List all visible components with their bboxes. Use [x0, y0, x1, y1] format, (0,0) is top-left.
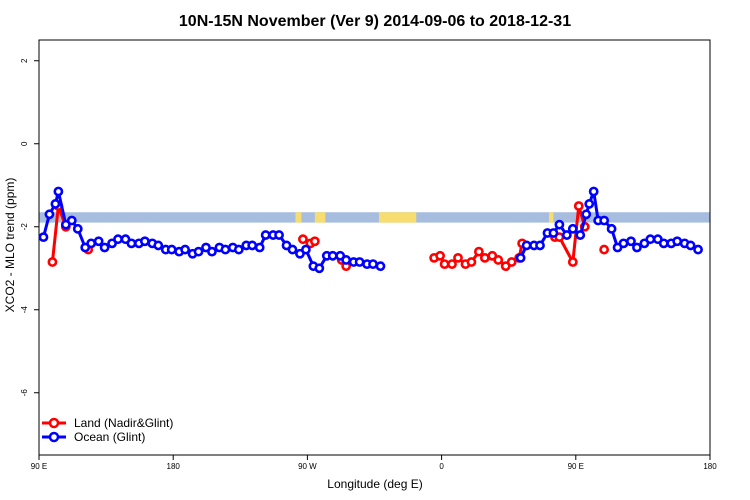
data-point — [584, 199, 595, 209]
y-axis-label: XCO2 - MLO trend (ppm) — [3, 178, 17, 313]
data-point — [126, 238, 137, 249]
data-point — [561, 230, 572, 240]
x-tick-label: 90 W — [298, 462, 317, 471]
data-point — [166, 244, 177, 255]
data-point — [72, 223, 83, 234]
data-point — [685, 240, 696, 251]
data-point — [220, 244, 231, 255]
data-point — [554, 219, 565, 230]
series-ocean — [38, 186, 703, 274]
data-point — [66, 215, 77, 226]
data-point — [86, 238, 97, 249]
data-point — [672, 236, 683, 247]
data-point — [493, 255, 504, 265]
x-tick-label: 180 — [167, 462, 181, 471]
x-axis: 90 E 180 90 W 0 90 E 180 — [31, 455, 717, 471]
data-point — [506, 257, 517, 267]
x-tick-label: 0 — [439, 462, 444, 471]
data-point — [645, 234, 656, 245]
x-tick-label: 90 E — [568, 462, 584, 471]
map-land-patch — [378, 212, 417, 223]
data-point — [354, 257, 365, 267]
data-point — [99, 242, 110, 253]
data-point — [247, 240, 258, 251]
data-point — [368, 259, 378, 269]
data-point — [521, 240, 532, 251]
data-point — [301, 244, 311, 255]
data-point — [274, 230, 284, 240]
legend-marker-land — [48, 417, 60, 429]
data-point — [588, 186, 599, 197]
data-point — [207, 246, 217, 257]
data-point — [479, 252, 490, 263]
data-point — [287, 244, 298, 255]
legend-label-ocean: Ocean (Glint) — [74, 430, 145, 444]
y-tick-label: -2 — [20, 223, 29, 231]
series-layer — [38, 186, 703, 274]
y-tick-label: -4 — [20, 306, 29, 314]
map-strip — [39, 212, 710, 223]
data-point — [153, 240, 164, 251]
map-land-patch — [295, 212, 302, 223]
x-tick-label: 90 E — [31, 462, 47, 471]
y-axis: 2 0 -2 -4 -6 — [20, 58, 39, 396]
data-point — [573, 201, 584, 211]
data-point — [193, 246, 204, 257]
data-point — [47, 257, 58, 267]
chart-title: 10N-15N November (Ver 9) 2014-09-06 to 2… — [179, 13, 571, 30]
legend: Land (Nadir&Glint) Ocean (Glint) — [42, 416, 173, 444]
data-point — [599, 244, 610, 255]
data-point — [113, 234, 123, 245]
data-point — [581, 209, 592, 220]
data-point — [233, 244, 244, 255]
data-point — [314, 263, 325, 274]
data-point — [180, 244, 191, 255]
data-point — [50, 199, 61, 209]
data-point — [453, 252, 463, 263]
data-point — [260, 230, 271, 240]
data-point — [309, 236, 320, 247]
data-point — [567, 257, 578, 267]
data-point — [466, 257, 477, 267]
data-point — [632, 242, 642, 253]
map-ocean-band — [39, 212, 710, 223]
data-point — [44, 209, 55, 220]
legend-marker-ocean — [48, 431, 60, 443]
x-tick-label: 180 — [703, 462, 717, 471]
data-point — [473, 246, 484, 257]
data-point — [254, 242, 265, 253]
data-point — [575, 230, 586, 240]
data-point — [435, 250, 446, 261]
data-point — [567, 223, 578, 234]
data-point — [139, 236, 150, 247]
data-point — [447, 259, 457, 269]
data-point — [515, 252, 526, 263]
data-point — [93, 236, 104, 247]
data-point — [53, 186, 64, 197]
legend-label-land: Land (Nadir&Glint) — [74, 416, 173, 430]
data-point — [298, 234, 308, 245]
plot-frame — [38, 39, 711, 456]
map-land-patch — [314, 212, 326, 223]
data-point — [626, 236, 636, 247]
data-point — [548, 228, 559, 238]
data-point — [693, 244, 703, 255]
y-tick-label: 2 — [20, 58, 29, 63]
map-land-patch — [548, 212, 554, 223]
data-point — [375, 261, 386, 272]
data-point — [599, 215, 610, 226]
data-point — [439, 259, 450, 269]
y-tick-label: 0 — [20, 141, 29, 146]
y-tick-label: -6 — [20, 389, 29, 397]
data-point — [38, 232, 49, 243]
data-point — [341, 255, 352, 265]
x-axis-label: Longitude (deg E) — [327, 477, 422, 491]
data-point — [327, 250, 338, 261]
data-point — [618, 238, 629, 249]
data-point — [658, 238, 669, 249]
data-point — [606, 223, 617, 234]
data-point — [535, 240, 545, 251]
